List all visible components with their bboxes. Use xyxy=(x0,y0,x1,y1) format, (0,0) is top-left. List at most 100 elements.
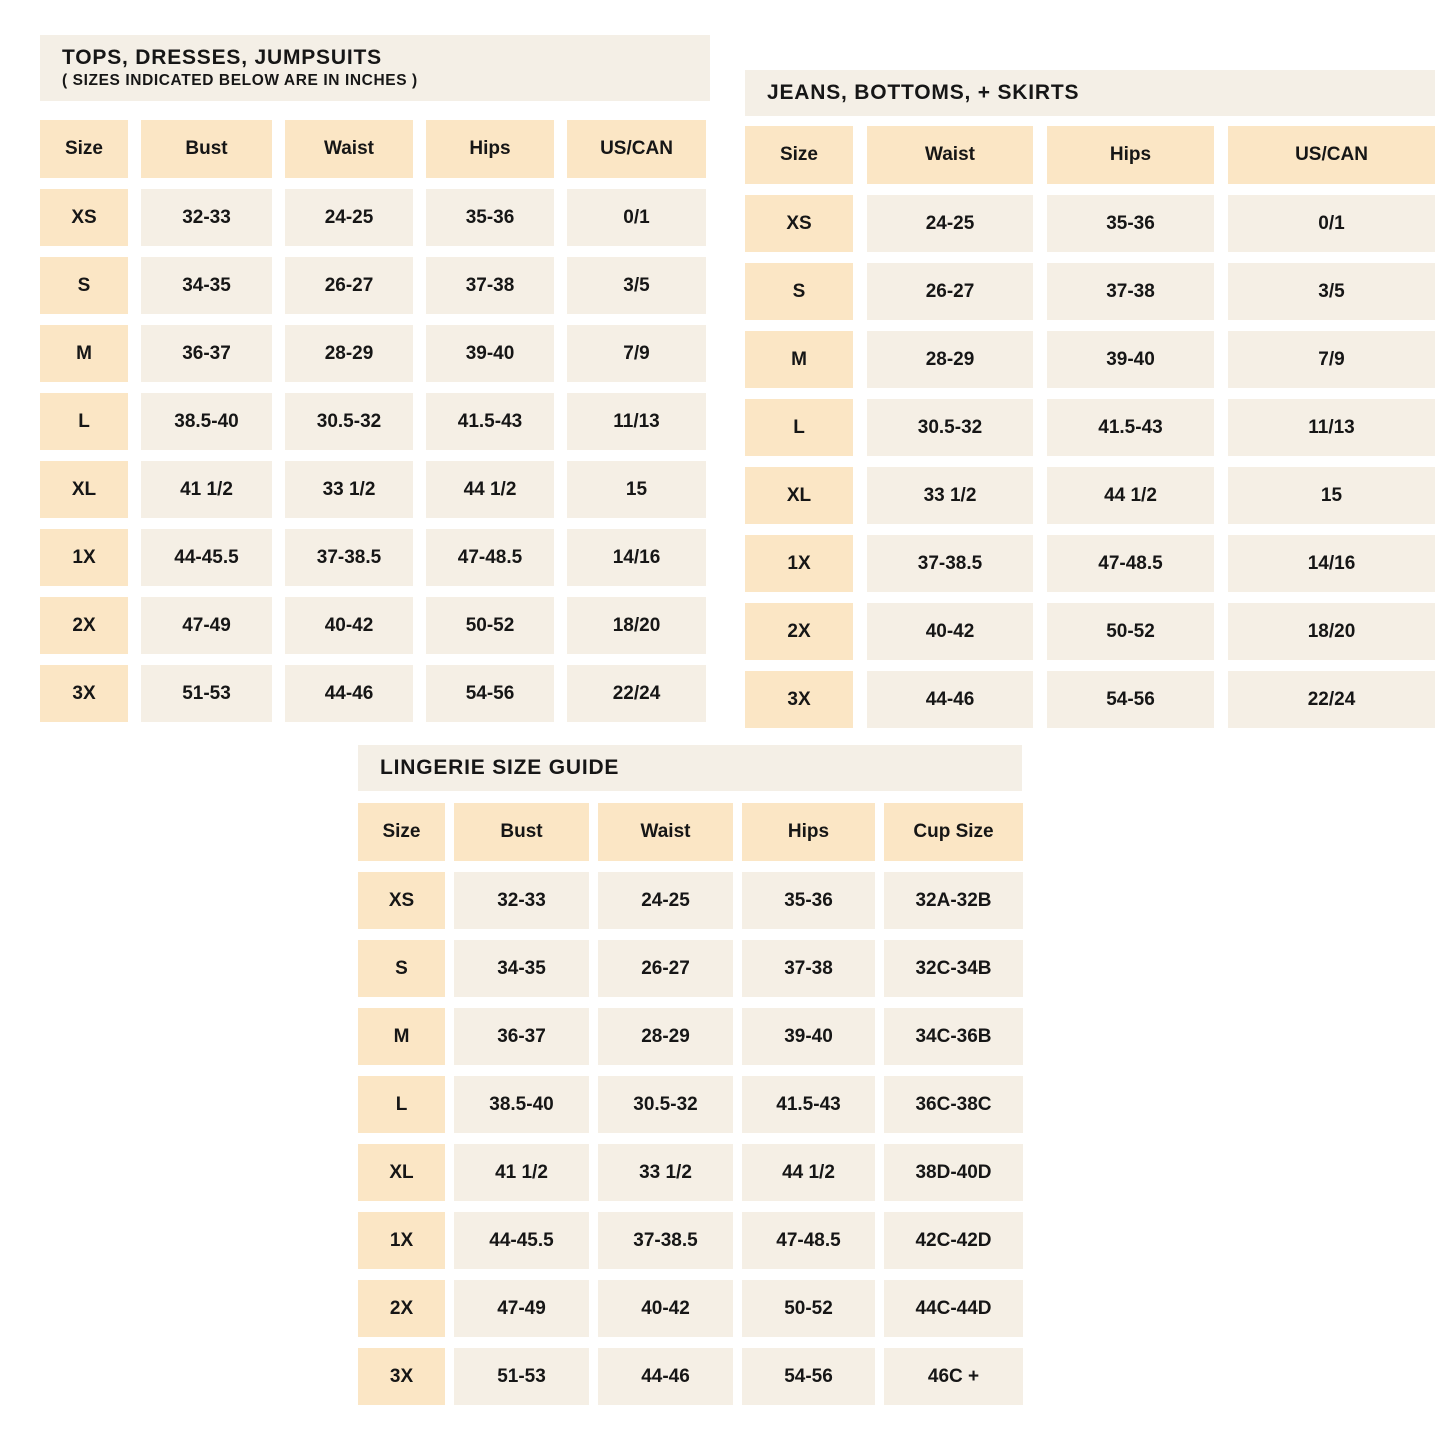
table-title-bar: LINGERIE SIZE GUIDE xyxy=(358,745,1022,792)
measurement-cell: 41 1/2 xyxy=(454,1144,589,1202)
measurement-cell: 14/16 xyxy=(1228,535,1435,593)
measurement-cell: 54-56 xyxy=(426,665,554,723)
measurement-cell: 41.5-43 xyxy=(426,393,554,451)
measurement-cell: 33 1/2 xyxy=(598,1144,733,1202)
size-table-jeans-bottoms-skirts: JEANS, BOTTOMS, + SKIRTS Size Waist Hips US… xyxy=(745,70,1435,729)
measurement-cell: 47-48.5 xyxy=(1047,535,1214,593)
measurement-cell: 39-40 xyxy=(426,325,554,383)
measurement-cell: 39-40 xyxy=(1047,331,1214,389)
measurement-cell: 44-46 xyxy=(285,665,413,723)
measurement-cell: 44 1/2 xyxy=(426,461,554,519)
size-table-lingerie: LINGERIE SIZE GUIDE Size Bust Waist Hips Cup… xyxy=(358,745,1023,1406)
measurement-cell: 30.5-32 xyxy=(598,1076,733,1134)
size-label-cell: 2X xyxy=(40,597,128,655)
table-title: LINGERIE SIZE GUIDE xyxy=(380,756,620,779)
measurement-cell: 51-53 xyxy=(454,1348,589,1406)
size-table-grid: Size Bust Waist Hips US/CAN XS 32-33 24-25 35-36… xyxy=(40,120,710,723)
column-header-us-can: US/CAN xyxy=(1228,126,1435,185)
measurement-cell: 35-36 xyxy=(1047,195,1214,253)
measurement-cell: 22/24 xyxy=(567,665,706,723)
size-label-cell: M xyxy=(745,331,853,389)
measurement-cell: 50-52 xyxy=(1047,603,1214,661)
size-label-cell: 3X xyxy=(40,665,128,723)
measurement-cell: 32-33 xyxy=(454,872,589,930)
column-header-cup-size: Cup Size xyxy=(884,803,1023,862)
size-label-cell: 2X xyxy=(745,603,853,661)
measurement-cell: 28-29 xyxy=(867,331,1033,389)
measurement-cell: 33 1/2 xyxy=(867,467,1033,525)
measurement-cell: 40-42 xyxy=(867,603,1033,661)
measurement-cell: 51-53 xyxy=(141,665,272,723)
measurement-cell: 18/20 xyxy=(1228,603,1435,661)
measurement-cell: 54-56 xyxy=(1047,671,1214,729)
measurement-cell: 34-35 xyxy=(454,940,589,998)
measurement-cell: 46C + xyxy=(884,1348,1023,1406)
measurement-cell: 41.5-43 xyxy=(1047,399,1214,457)
size-label-cell: XL xyxy=(745,467,853,525)
measurement-cell: 22/24 xyxy=(1228,671,1435,729)
measurement-cell: 30.5-32 xyxy=(285,393,413,451)
column-header-bust: Bust xyxy=(454,803,589,862)
size-label-cell: 3X xyxy=(745,671,853,729)
measurement-cell: 36C-38C xyxy=(884,1076,1023,1134)
size-label-cell: 3X xyxy=(358,1348,445,1406)
measurement-cell: 24-25 xyxy=(598,872,733,930)
measurement-cell: 35-36 xyxy=(742,872,875,930)
measurement-cell: 34-35 xyxy=(141,257,272,315)
measurement-cell: 37-38 xyxy=(742,940,875,998)
measurement-cell: 44 1/2 xyxy=(1047,467,1214,525)
measurement-cell: 28-29 xyxy=(598,1008,733,1066)
measurement-cell: 7/9 xyxy=(1228,331,1435,389)
measurement-cell: 37-38.5 xyxy=(598,1212,733,1270)
size-label-cell: XS xyxy=(358,872,445,930)
measurement-cell: 0/1 xyxy=(567,189,706,247)
size-table-grid: Size Bust Waist Hips Cup Size XS 32-33 24-25 35-… xyxy=(358,803,1023,1406)
measurement-cell: 38D-40D xyxy=(884,1144,1023,1202)
measurement-cell: 3/5 xyxy=(567,257,706,315)
size-label-cell: 2X xyxy=(358,1280,445,1338)
measurement-cell: 35-36 xyxy=(426,189,554,247)
measurement-cell: 32A-32B xyxy=(884,872,1023,930)
measurement-cell: 50-52 xyxy=(742,1280,875,1338)
measurement-cell: 40-42 xyxy=(598,1280,733,1338)
size-label-cell: 1X xyxy=(40,529,128,587)
measurement-cell: 32-33 xyxy=(141,189,272,247)
measurement-cell: 26-27 xyxy=(867,263,1033,321)
measurement-cell: 3/5 xyxy=(1228,263,1435,321)
measurement-cell: 18/20 xyxy=(567,597,706,655)
measurement-cell: 44-46 xyxy=(598,1348,733,1406)
measurement-cell: 11/13 xyxy=(567,393,706,451)
size-label-cell: XS xyxy=(40,189,128,247)
size-label-cell: L xyxy=(40,393,128,451)
measurement-cell: 44-45.5 xyxy=(141,529,272,587)
measurement-cell: 30.5-32 xyxy=(867,399,1033,457)
measurement-cell: 34C-36B xyxy=(884,1008,1023,1066)
measurement-cell: 7/9 xyxy=(567,325,706,383)
table-title: TOPS, DRESSES, JUMPSUITS xyxy=(62,46,382,69)
size-label-cell: M xyxy=(358,1008,445,1066)
table-subtitle: ( SIZES INDICATED BELOW ARE IN INCHES ) xyxy=(62,72,418,90)
measurement-cell: 32C-34B xyxy=(884,940,1023,998)
size-label-cell: L xyxy=(358,1076,445,1134)
measurement-cell: 47-49 xyxy=(454,1280,589,1338)
measurement-cell: 14/16 xyxy=(567,529,706,587)
measurement-cell: 26-27 xyxy=(598,940,733,998)
measurement-cell: 33 1/2 xyxy=(285,461,413,519)
table-title: JEANS, BOTTOMS, + SKIRTS xyxy=(767,81,1080,104)
measurement-cell: 36-37 xyxy=(454,1008,589,1066)
size-label-cell: L xyxy=(745,399,853,457)
size-label-cell: XL xyxy=(40,461,128,519)
measurement-cell: 37-38.5 xyxy=(867,535,1033,593)
measurement-cell: 40-42 xyxy=(285,597,413,655)
column-header-waist: Waist xyxy=(598,803,733,862)
measurement-cell: 36-37 xyxy=(141,325,272,383)
measurement-cell: 38.5-40 xyxy=(454,1076,589,1134)
size-label-cell: S xyxy=(40,257,128,315)
measurement-cell: 37-38 xyxy=(1047,263,1214,321)
column-header-waist: Waist xyxy=(285,120,413,179)
measurement-cell: 15 xyxy=(1228,467,1435,525)
size-label-cell: S xyxy=(358,940,445,998)
column-header-hips: Hips xyxy=(1047,126,1214,185)
measurement-cell: 41 1/2 xyxy=(141,461,272,519)
column-header-hips: Hips xyxy=(426,120,554,179)
